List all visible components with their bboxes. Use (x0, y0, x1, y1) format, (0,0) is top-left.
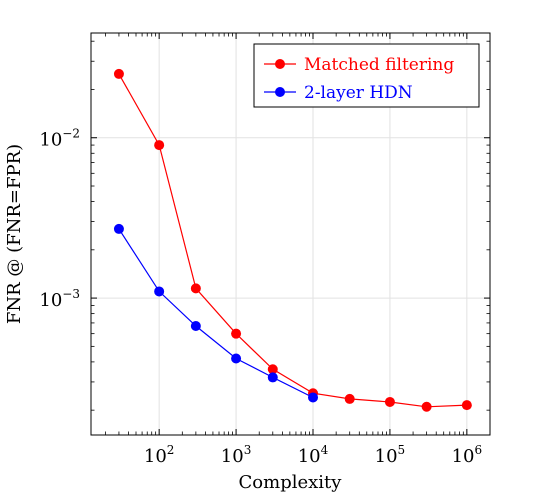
data-point-series-0 (114, 69, 124, 79)
legend-swatch-marker (275, 59, 285, 69)
x-tick-label: 103 (221, 443, 252, 467)
data-point-series-1 (114, 224, 124, 234)
x-tick-label-base: 10 (298, 446, 321, 467)
legend-label: 2-layer HDN (304, 83, 413, 103)
y-tick-label-base: 10 (39, 130, 62, 151)
y-tick-label-exponent: −2 (62, 127, 80, 141)
data-point-series-1 (268, 372, 278, 382)
x-tick-label-base: 10 (221, 446, 244, 467)
x-tick-label-exponent: 2 (167, 443, 175, 457)
x-tick-label: 104 (298, 443, 329, 467)
data-point-series-1 (191, 321, 201, 331)
data-point-series-1 (308, 392, 318, 402)
x-tick-label-exponent: 3 (244, 443, 252, 457)
data-point-series-0 (154, 140, 164, 150)
legend-swatch-marker (275, 87, 285, 97)
data-point-series-0 (191, 283, 201, 293)
x-tick-label-exponent: 4 (321, 443, 329, 457)
x-tick-labels: 102 103 104 105 106 (144, 443, 482, 467)
legend-label: Matched filtering (304, 55, 454, 75)
x-tick-label-exponent: 6 (474, 443, 482, 457)
data-point-series-0 (345, 394, 355, 404)
x-tick-label: 106 (452, 443, 483, 467)
data-point-series-1 (154, 286, 164, 296)
x-tick-label: 102 (144, 443, 175, 467)
y-tick-label: 10−3 (39, 287, 80, 311)
y-tick-label-base: 10 (39, 290, 62, 311)
series-layer (114, 69, 472, 412)
y-tick-label: 10−2 (39, 127, 80, 151)
data-point-series-0 (385, 397, 395, 407)
y-tick-label-exponent: −3 (62, 287, 80, 301)
data-point-series-0 (462, 400, 472, 410)
series-line-1 (119, 229, 313, 398)
x-axis-label: Complexity (239, 472, 343, 493)
x-tick-label-base: 10 (375, 446, 398, 467)
y-tick-labels: 10−310−2 (39, 127, 80, 311)
legend: Matched filtering 2-layer HDN (254, 44, 479, 107)
data-point-series-0 (231, 329, 241, 339)
series-line-0 (119, 74, 467, 407)
data-point-series-0 (422, 402, 432, 412)
x-tick-label-exponent: 5 (398, 443, 406, 457)
data-point-series-1 (231, 353, 241, 363)
x-tick-label: 105 (375, 443, 406, 467)
y-axis-label: FNR @ (FNR=FPR) (4, 144, 25, 324)
x-tick-label-base: 10 (144, 446, 167, 467)
x-tick-label-base: 10 (452, 446, 475, 467)
